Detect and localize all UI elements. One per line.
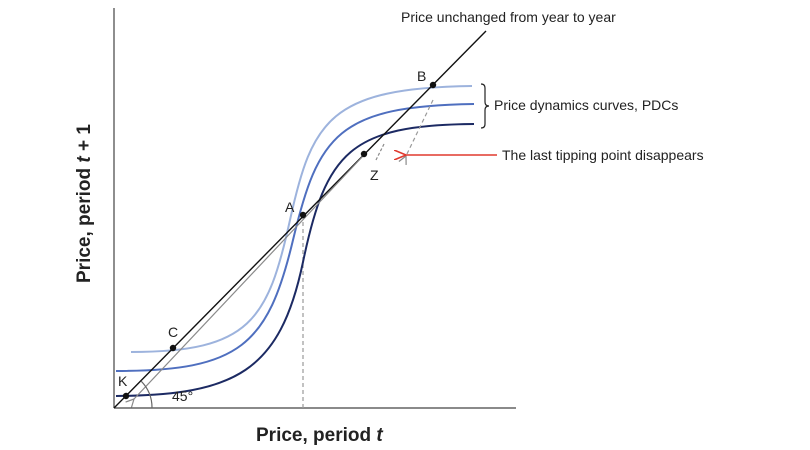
dynamics-arrow-z xyxy=(375,143,385,161)
tipping-label: The last tipping point disappears xyxy=(502,147,704,163)
x-axis-label: Price, period t xyxy=(256,425,383,446)
angle-arc xyxy=(140,380,153,409)
point-k xyxy=(122,392,130,400)
line-45-label: Price unchanged from year to year xyxy=(401,9,616,25)
pdc-bracket-label: Price dynamics curves, PDCs xyxy=(494,97,678,113)
pdc-curve-mid xyxy=(115,103,475,372)
line-45-degree xyxy=(113,30,487,409)
dynamics-arrow-to-k xyxy=(134,154,365,399)
pdc-curve-light xyxy=(130,85,473,353)
point-a xyxy=(299,211,307,219)
point-b xyxy=(429,81,437,89)
pdc-bracket xyxy=(480,83,490,129)
pdc-curve-dark xyxy=(115,123,475,397)
y-axis-label: Price, period t + 1 xyxy=(74,124,95,283)
label-k: K xyxy=(118,373,128,389)
label-c: C xyxy=(168,324,178,340)
point-c xyxy=(169,344,177,352)
label-z: Z xyxy=(370,167,379,183)
point-z xyxy=(360,150,368,158)
label-a: A xyxy=(285,199,295,215)
label-b: B xyxy=(417,68,426,84)
angle-label: 45° xyxy=(172,388,193,404)
dynamics-arrow-from-b xyxy=(406,99,434,156)
